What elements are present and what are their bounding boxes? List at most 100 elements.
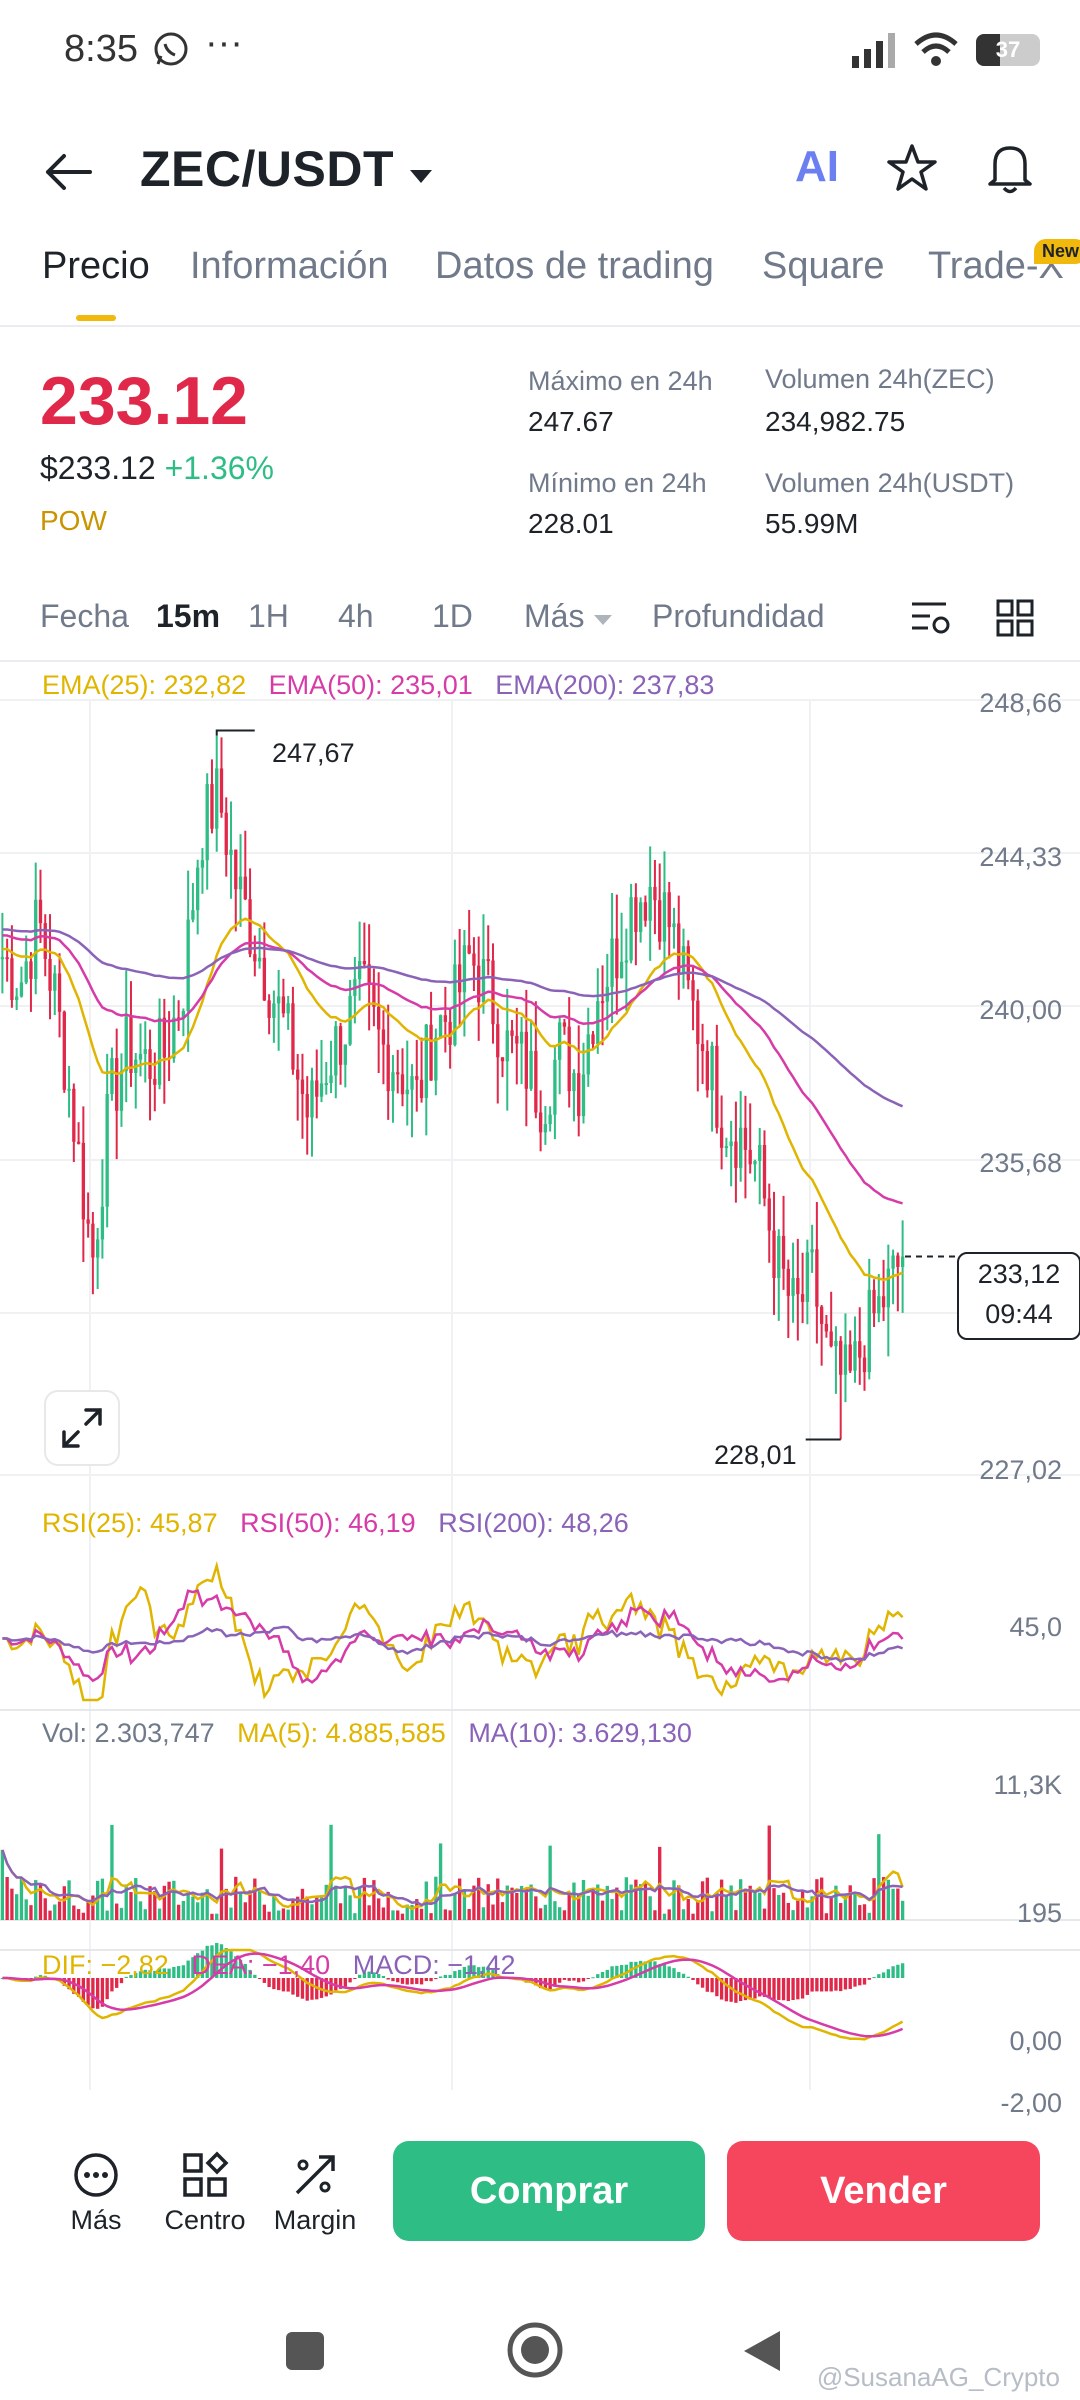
candle-body <box>877 1296 881 1314</box>
candle-body <box>67 1088 71 1091</box>
vol-ma10-line <box>1 1849 903 1907</box>
watermark: @SusanaAG_Crypto <box>816 2362 1060 2392</box>
ma5-label: MA(5): 4.885,585 <box>237 1718 446 1748</box>
volume-bar <box>548 1845 552 1920</box>
volume-bar <box>215 1913 219 1920</box>
candle-body <box>681 946 686 974</box>
volume-bar <box>810 1896 814 1920</box>
macd-histogram-bar <box>0 1978 5 1979</box>
tab-square[interactable]: Square <box>762 245 885 287</box>
high-marker-line <box>215 729 255 736</box>
candle-body <box>57 973 62 1012</box>
candle-body <box>500 1057 505 1062</box>
macd-histogram-bar <box>638 1960 643 1978</box>
tab-informacion[interactable]: Información <box>190 245 389 287</box>
tab-precio[interactable]: Precio <box>42 245 150 287</box>
ema25-line <box>2 917 904 1282</box>
candle-body <box>653 886 657 901</box>
vol-base-label: Volumen 24h(ZEC) <box>765 364 995 394</box>
price-chart[interactable] <box>0 660 1080 2110</box>
volume-bar <box>653 1910 657 1920</box>
interval-more[interactable]: Más <box>524 598 613 635</box>
recents-icon[interactable] <box>286 2332 324 2370</box>
macd-histogram-bar <box>172 1967 176 1978</box>
volume-bar <box>496 1878 500 1920</box>
candle-body <box>634 897 638 932</box>
candle-body <box>124 1016 128 1072</box>
volume-bar <box>781 1892 786 1920</box>
volume-bar <box>276 1910 281 1920</box>
candle-body <box>377 1006 381 1030</box>
macd-histogram-bar <box>405 1978 409 1985</box>
star-icon[interactable] <box>885 142 939 194</box>
interval-1d[interactable]: 1D <box>432 598 473 634</box>
interval-1h[interactable]: 1H <box>248 598 289 634</box>
volume-bar <box>396 1910 400 1920</box>
volume-bar <box>81 1912 86 1920</box>
macd-histogram-bar <box>234 1956 238 1978</box>
candle-body <box>453 964 457 1045</box>
price-axis-label: 244,33 <box>979 842 1062 872</box>
candle-body <box>829 1331 833 1347</box>
volume-bar <box>162 1885 166 1920</box>
volume-bar <box>257 1888 262 1920</box>
macd-histogram-bar <box>434 1978 438 1980</box>
buy-button[interactable]: Comprar <box>393 2141 705 2241</box>
macd-histogram-bar <box>805 1978 810 1995</box>
volume-bar <box>819 1877 824 1920</box>
macd-histogram-bar <box>472 1965 476 1978</box>
more-notifications-icon: ··· <box>205 22 243 64</box>
volume-bar <box>848 1885 852 1920</box>
margin-icon <box>295 2155 335 2195</box>
macd-histogram-bar <box>791 1978 795 2001</box>
candle-body <box>696 1000 700 1045</box>
macd-histogram-bar <box>710 1978 714 1993</box>
grid-layout-icon[interactable] <box>995 598 1035 638</box>
low-24h-value: 228.01 <box>528 508 614 539</box>
macd-histogram-bar <box>891 1966 895 1978</box>
volume-bar <box>272 1894 276 1920</box>
home-icon[interactable] <box>505 2320 565 2380</box>
volume-bar <box>338 1903 343 1920</box>
macd-histogram-bar <box>691 1978 695 1980</box>
volume-bar <box>634 1879 638 1920</box>
candle-body <box>196 867 200 911</box>
interval-fecha[interactable]: Fecha <box>40 598 129 634</box>
center-button[interactable]: Centro <box>155 2145 255 2236</box>
interval-4h[interactable]: 4h <box>338 598 374 634</box>
volume-bar <box>534 1896 538 1920</box>
candle-body <box>496 1024 500 1058</box>
macd-histogram-bar <box>157 1968 162 1978</box>
back-icon[interactable] <box>740 2328 784 2374</box>
macd-histogram-bar <box>872 1977 876 1979</box>
macd-histogram-bar <box>229 1951 233 1978</box>
bell-icon[interactable] <box>985 140 1035 196</box>
sell-button[interactable]: Vender <box>727 2141 1040 2241</box>
ai-assistant-button[interactable]: AI <box>795 142 839 192</box>
candle-body <box>53 973 57 991</box>
candle-body <box>319 1083 324 1097</box>
interval-15m[interactable]: 15m <box>156 598 221 634</box>
candle-body <box>29 961 33 979</box>
volume-bar <box>815 1879 819 1920</box>
candle-body <box>848 1344 852 1371</box>
chart-settings-icon[interactable] <box>910 598 952 638</box>
macd-histogram-bar <box>238 1959 243 1978</box>
margin-button[interactable]: Margin <box>265 2145 365 2236</box>
pair-selector[interactable]: ZEC/USDT <box>140 140 434 198</box>
macd-histogram-bar <box>400 1978 405 1984</box>
macd-histogram-bar <box>110 1978 114 1992</box>
tab-datos-trading[interactable]: Datos de trading <box>435 245 714 287</box>
back-arrow-icon[interactable] <box>44 150 94 194</box>
macd-histogram-bar <box>267 1978 271 1988</box>
candle-body <box>891 1255 895 1269</box>
depth-toggle[interactable]: Profundidad <box>652 598 825 634</box>
volume-bar <box>505 1885 509 1920</box>
volume-bar <box>581 1879 586 1920</box>
macd-histogram-bar <box>257 1978 262 1979</box>
fullscreen-button[interactable] <box>44 1390 120 1466</box>
more-button[interactable]: Más <box>46 2145 146 2236</box>
macd-histogram-bar <box>253 1974 257 1978</box>
macd-histogram-bar <box>276 1978 281 1991</box>
volume-bar <box>715 1892 719 1920</box>
